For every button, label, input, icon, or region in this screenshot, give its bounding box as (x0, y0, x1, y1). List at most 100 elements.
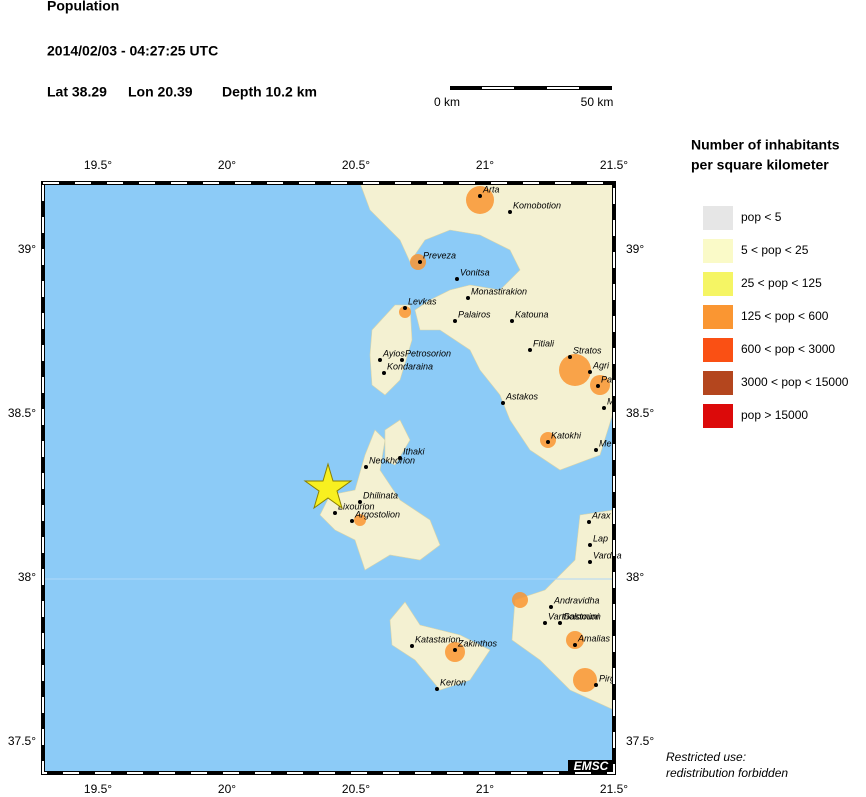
legend-swatch (703, 239, 733, 263)
map: Arta Komobotion Preveza Vonitsa Monastirakio… (41, 181, 622, 775)
legend-label: 5 < pop < 25 (741, 243, 809, 257)
lat-label: 37.5° (8, 734, 36, 748)
legend-label: 25 < pop < 125 (741, 276, 822, 290)
place-label: Komobotion (513, 200, 561, 210)
mainland (359, 182, 615, 471)
place-label: Preveza (423, 250, 456, 260)
legend-label: 3000 < pop < 15000 (741, 375, 849, 389)
place-label: Astakos (505, 391, 539, 401)
legend: pop < 5 5 < pop < 25 25 < pop < 125 125 < p… (703, 206, 849, 428)
levkas (369, 304, 413, 396)
place-dot (455, 277, 459, 281)
place-dot (350, 519, 354, 523)
legend-swatch (703, 206, 733, 230)
place-dot (549, 605, 553, 609)
place-label: Agri (592, 360, 610, 370)
place-label: Pirg (599, 673, 615, 683)
place-dot (568, 355, 572, 359)
place-dot (602, 406, 606, 410)
place-label: Arax (591, 510, 611, 520)
place-dot (364, 465, 368, 469)
place-dot (588, 560, 592, 564)
place-dot (594, 448, 598, 452)
place-label: Palairos (458, 309, 491, 319)
place-dot (398, 456, 402, 460)
place-dot (400, 358, 404, 362)
place-dot (508, 210, 512, 214)
lat-label: 38.5° (626, 406, 654, 420)
place-dot (410, 644, 414, 648)
legend-swatch (703, 305, 733, 329)
lat-label: 37.5° (626, 734, 654, 748)
place-dot (378, 358, 382, 362)
lon-label: 20.5° (342, 782, 370, 796)
lon-label: 21° (476, 158, 494, 172)
place-dot (558, 621, 562, 625)
place-label: Andravidha (553, 595, 600, 605)
place-dot (453, 319, 457, 323)
place-label: Levkas (408, 296, 437, 306)
place-label: Gastouni (563, 611, 600, 621)
place-dot (588, 543, 592, 547)
place-dot (358, 500, 362, 504)
place-dot (478, 194, 482, 198)
place-dot (546, 440, 550, 444)
scale-end: 50 km (581, 95, 614, 109)
ithaki (384, 419, 411, 466)
place-label: Vartholomion (548, 611, 601, 621)
place-label: Pa (601, 374, 612, 384)
place-label: Vardha (593, 550, 622, 560)
lat-label: 38° (18, 570, 36, 584)
place-label: Lixourion (338, 501, 375, 511)
place-label: M (607, 396, 615, 406)
lon-label: 19.5° (84, 782, 112, 796)
place-label: Petrosorion (405, 348, 451, 358)
logo-box (568, 760, 614, 773)
place-label: Vonitsa (460, 267, 490, 277)
legend-title: per square kilometer (691, 157, 829, 173)
lon-label: 21° (476, 782, 494, 796)
frame-ticks (42, 182, 615, 774)
peloponnese (511, 509, 615, 711)
latitude: Lat 38.29 (47, 84, 107, 100)
place-label: Zakinthos (457, 638, 498, 648)
lat-label: 38.5° (8, 406, 36, 420)
place-dot (403, 306, 407, 310)
place-dot (418, 260, 422, 264)
place-label: Kondaraina (387, 361, 433, 371)
datetime: 2014/02/03 - 04:27:25 UTC (47, 43, 218, 59)
place-label: Ayios (382, 348, 405, 358)
place-label: Kerion (440, 677, 466, 687)
place-dot (510, 319, 514, 323)
place-label: Amalias (577, 633, 611, 643)
place-dot (333, 511, 337, 515)
lat-label: 39° (626, 242, 644, 256)
legend-label: 600 < pop < 3000 (741, 342, 835, 356)
scale-seg (482, 87, 514, 89)
legend-swatch (703, 404, 733, 428)
lon-label: 20° (218, 782, 236, 796)
legend-swatch (703, 338, 733, 362)
lon-label: 21.5° (600, 782, 628, 796)
place-label: Me (599, 438, 612, 448)
legend-label: pop > 15000 (741, 408, 808, 422)
legend-title: Number of inhabitants (691, 137, 840, 153)
scale-start: 0 km (434, 95, 460, 109)
zakynthos (389, 601, 491, 691)
place-label: Dhilinata (363, 490, 398, 500)
legend-label: pop < 5 (741, 210, 782, 224)
place-dot (435, 687, 439, 691)
legend-label: 125 < pop < 600 (741, 309, 829, 323)
place-label: Fitiali (533, 338, 555, 348)
place-dot (466, 296, 470, 300)
longitude: Lon 20.39 (128, 84, 193, 100)
place-dot (588, 370, 592, 374)
place-label: Stratos (573, 345, 602, 355)
place-dot (596, 384, 600, 388)
title: Population (47, 0, 119, 14)
scale-seg (547, 87, 579, 89)
scale-bar: 0 km 50 km (434, 86, 613, 109)
place-dot (382, 371, 386, 375)
lat-label: 38° (626, 570, 644, 584)
place-dot (528, 348, 532, 352)
